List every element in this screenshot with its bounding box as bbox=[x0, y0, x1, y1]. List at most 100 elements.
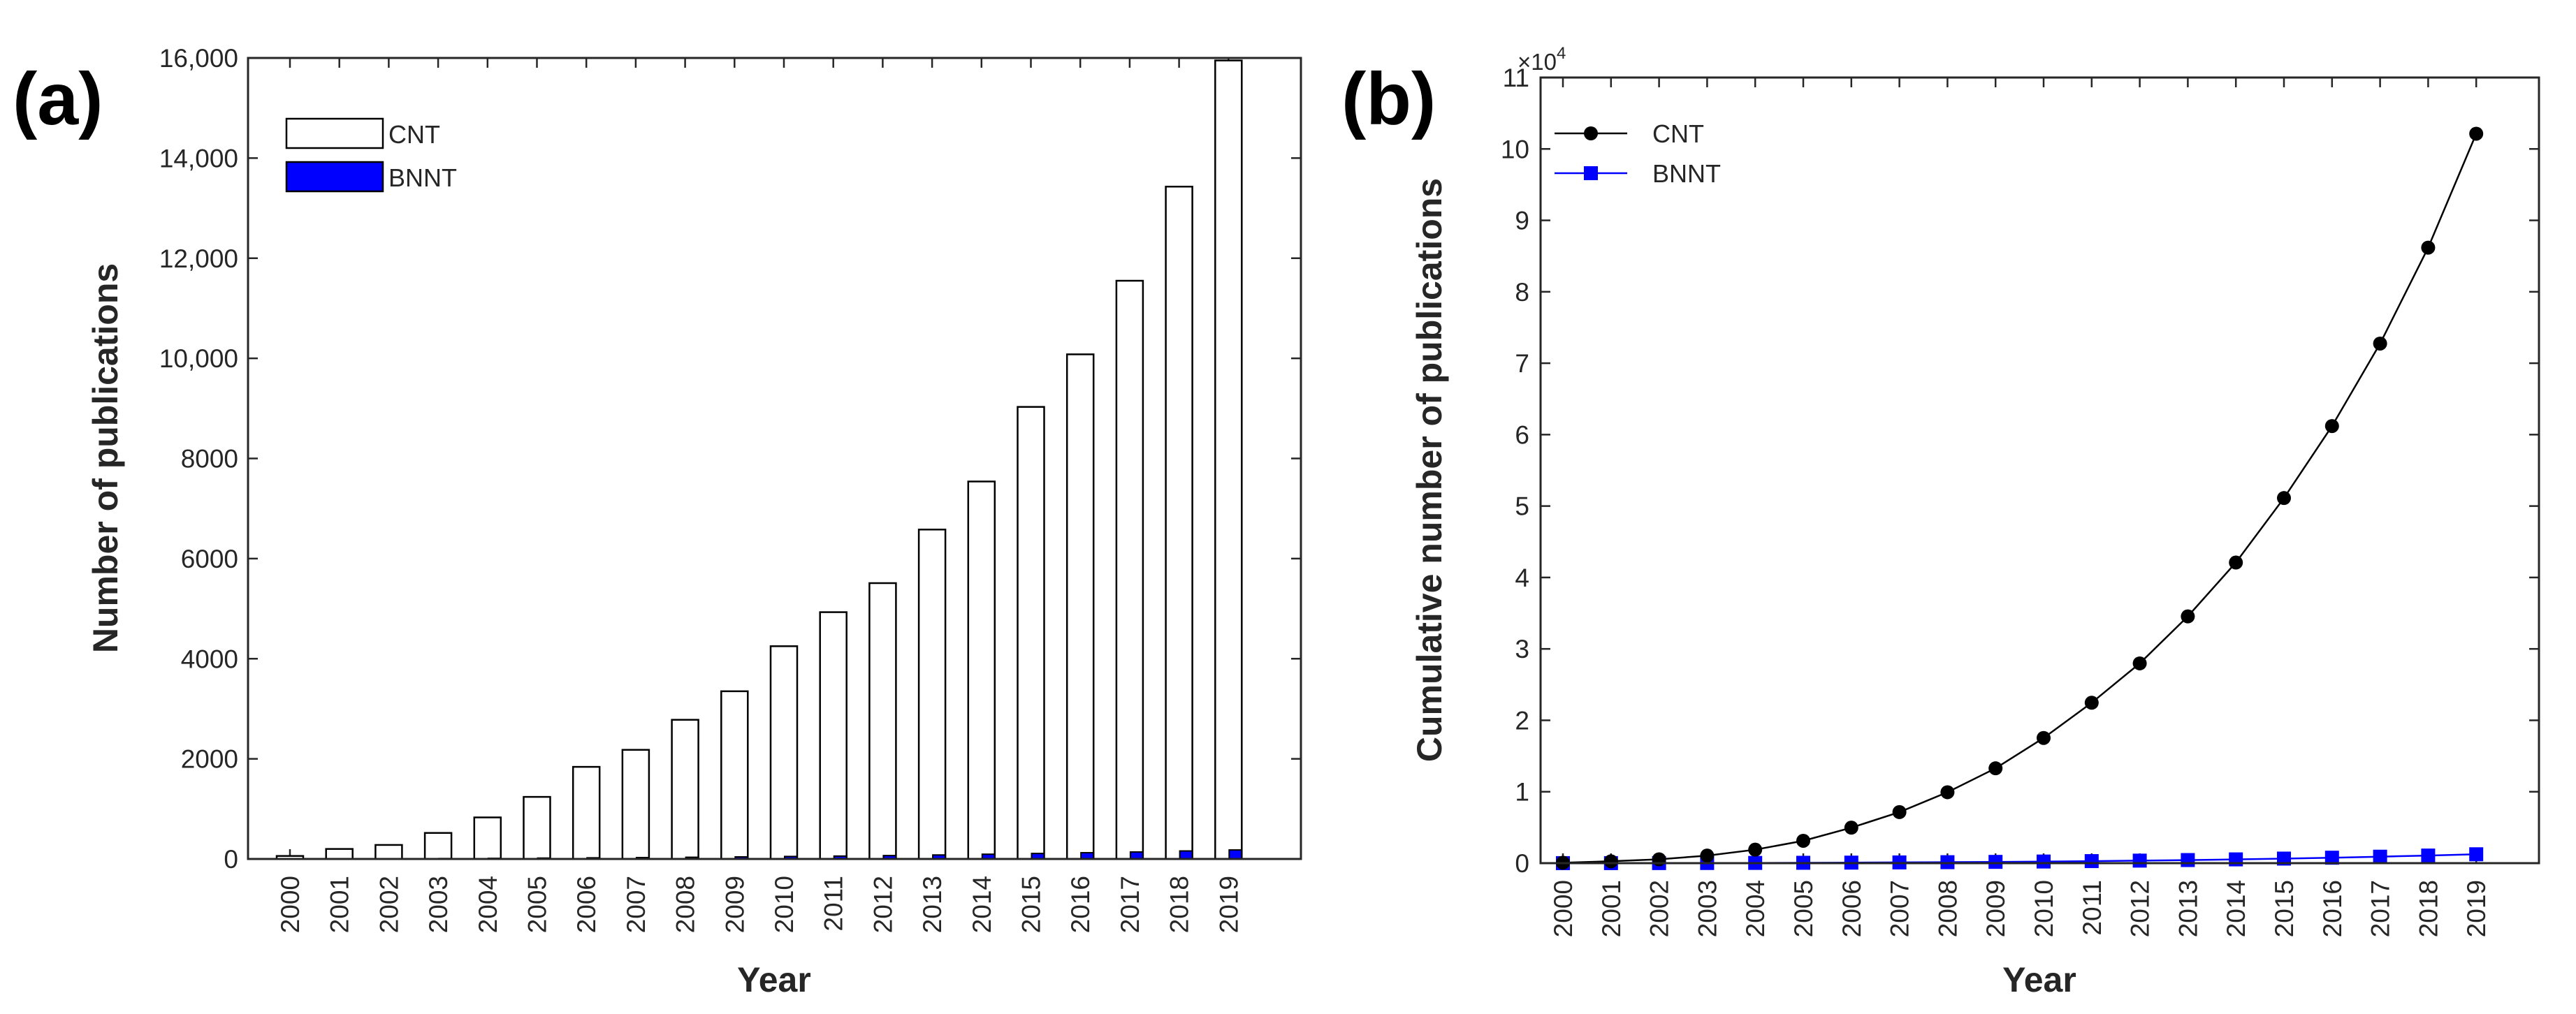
x-tick-label: 2015 bbox=[2270, 880, 2299, 937]
y-tick-label: 14,000 bbox=[159, 144, 238, 172]
bar-bnnt bbox=[1129, 851, 1144, 860]
x-tick-label: 2012 bbox=[868, 876, 897, 933]
x-tick-label: 2013 bbox=[2174, 880, 2202, 937]
x-tick-label: 2009 bbox=[720, 876, 749, 933]
bar-cnt bbox=[1214, 59, 1243, 860]
y-tick-label: 0 bbox=[1515, 849, 1529, 878]
point-cnt bbox=[2469, 126, 2484, 141]
x-tick-label: 2014 bbox=[2222, 880, 2250, 937]
panel-a-bars bbox=[275, 59, 1243, 860]
bar-cnt bbox=[621, 749, 650, 860]
panel-b-y-axis-title: Cumulative number of publications bbox=[1410, 178, 1449, 762]
bar-cnt bbox=[1017, 406, 1045, 860]
x-tick-label: 2007 bbox=[1886, 880, 1914, 937]
bar-cnt bbox=[1065, 353, 1095, 860]
point-bnnt bbox=[2037, 854, 2051, 869]
y-tick-label: 8000 bbox=[181, 445, 238, 473]
point-cnt bbox=[1844, 821, 1858, 835]
panel-a-x-tick-labels: 2000 2001 2002 2003 2004 2005 2006 2007 2008 2009… bbox=[276, 876, 1243, 933]
y-tick-label: 12,000 bbox=[159, 244, 238, 273]
x-tick-label: 2019 bbox=[1214, 876, 1243, 933]
point-bnnt bbox=[2229, 852, 2243, 867]
point-cnt bbox=[2037, 730, 2051, 745]
legend-label-cnt: CNT bbox=[1652, 119, 1704, 148]
legend-marker-bnnt bbox=[1584, 166, 1598, 180]
panel-b-x-tick-labels: 2000 2001 2002 2003 2004 2005 2006 2007 2008 2009… bbox=[1549, 880, 2491, 937]
x-tick-label: 2011 bbox=[820, 876, 848, 932]
bar-cnt bbox=[374, 844, 403, 860]
x-tick-label: 2003 bbox=[1693, 880, 1722, 937]
y-tick-label: 3 bbox=[1515, 635, 1529, 663]
bar-cnt bbox=[917, 529, 947, 860]
point-bnnt bbox=[2469, 847, 2484, 862]
x-tick-label: 2000 bbox=[1549, 880, 1578, 937]
x-tick-label: 2016 bbox=[1066, 876, 1095, 933]
bar-cnt bbox=[325, 848, 354, 860]
x-tick-label: 2010 bbox=[2030, 880, 2058, 937]
bar-cnt bbox=[1115, 279, 1144, 860]
x-tick-label: 2014 bbox=[968, 876, 996, 933]
point-bnnt bbox=[2324, 851, 2339, 865]
point-bnnt bbox=[2373, 849, 2387, 864]
legend-label-bnnt: BNNT bbox=[388, 163, 457, 192]
panel-a-x-axis-title: Year bbox=[737, 960, 811, 999]
x-tick-label: 2018 bbox=[2414, 880, 2443, 937]
panel-a-axes-box bbox=[247, 57, 1302, 860]
bar-cnt bbox=[967, 480, 996, 860]
x-tick-label: 2010 bbox=[770, 876, 799, 933]
y-tick-label: 11 bbox=[1503, 64, 1529, 92]
x-tick-label: 2001 bbox=[326, 876, 354, 933]
x-tick-label: 2007 bbox=[622, 876, 650, 933]
point-cnt bbox=[2181, 609, 2195, 624]
point-bnnt bbox=[2421, 848, 2436, 863]
series-line-cnt bbox=[1562, 133, 2477, 864]
y-tick-label: 4 bbox=[1515, 564, 1529, 592]
panel-b-x-axis-title: Year bbox=[2002, 960, 2076, 999]
x-tick-label: 2019 bbox=[2462, 880, 2491, 937]
panel-b-label: (b) bbox=[1341, 58, 1436, 140]
x-tick-label: 2016 bbox=[2318, 880, 2347, 937]
x-tick-label: 2017 bbox=[1116, 876, 1144, 933]
point-bnnt bbox=[2277, 851, 2291, 866]
panel-a-y-axis-title: Number of publications bbox=[86, 263, 125, 653]
bar-bnnt bbox=[1228, 849, 1243, 860]
point-cnt bbox=[2084, 696, 2099, 710]
y-tick-label: 6000 bbox=[181, 545, 238, 573]
x-tick-label: 2008 bbox=[671, 876, 700, 933]
point-cnt bbox=[2324, 419, 2339, 434]
y-tick-label: 4000 bbox=[181, 645, 238, 673]
x-tick-label: 2006 bbox=[1838, 880, 1866, 937]
y-tick-label: 0 bbox=[224, 845, 238, 874]
y-tick-label: 7 bbox=[1515, 349, 1529, 378]
panel-a-label: (a) bbox=[13, 58, 103, 140]
x-tick-label: 2005 bbox=[1789, 880, 1818, 937]
x-tick-label: 2015 bbox=[1017, 876, 1046, 933]
bar-cnt bbox=[423, 832, 453, 860]
y-tick-label: 8 bbox=[1515, 278, 1529, 307]
legend-label-bnnt: BNNT bbox=[1652, 159, 1721, 188]
point-cnt bbox=[1988, 761, 2003, 776]
panel-a-y-tick-labels: 0 2000 4000 6000 8000 10,000 12,000 14,000 16,00… bbox=[159, 44, 238, 874]
y-tick-label: 10 bbox=[1501, 135, 1529, 163]
x-tick-label: 2003 bbox=[424, 876, 453, 933]
x-tick-label: 2009 bbox=[1981, 880, 2010, 937]
y-tick-label: 2000 bbox=[181, 745, 238, 774]
point-cnt bbox=[2277, 491, 2291, 506]
point-cnt bbox=[1603, 854, 1618, 869]
y-tick-label: 2 bbox=[1515, 706, 1529, 735]
panel-b-y-multiplier: ×104 bbox=[1518, 44, 1566, 75]
x-tick-label: 2013 bbox=[918, 876, 947, 933]
y-tick-label: 9 bbox=[1515, 207, 1529, 235]
panel-b-axes-box bbox=[1539, 76, 2540, 865]
x-tick-label: 2000 bbox=[276, 876, 305, 933]
bar-cnt bbox=[473, 816, 502, 860]
x-tick-label: 2012 bbox=[2126, 880, 2155, 937]
bar-bnnt bbox=[1179, 850, 1193, 860]
x-tick-label: 2006 bbox=[572, 876, 601, 933]
bar-cnt bbox=[769, 645, 799, 860]
x-tick-label: 2017 bbox=[2366, 880, 2395, 937]
point-cnt bbox=[2373, 336, 2387, 351]
bar-cnt bbox=[868, 582, 897, 860]
y-tick-label: 6 bbox=[1515, 420, 1529, 449]
x-tick-label: 2002 bbox=[374, 876, 403, 933]
